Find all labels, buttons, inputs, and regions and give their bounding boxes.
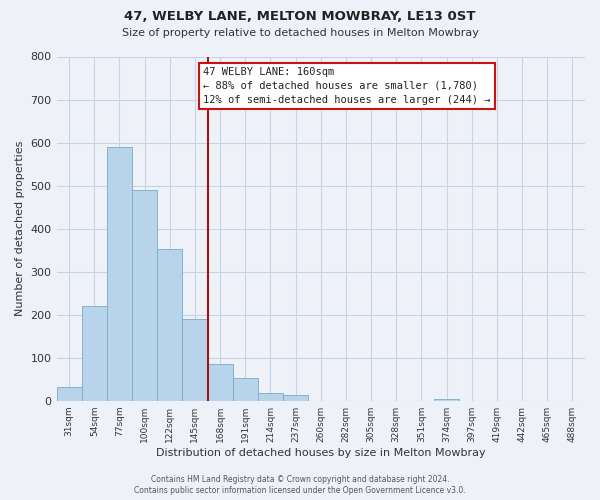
Bar bbox=[208, 364, 233, 401]
Bar bbox=[132, 190, 157, 400]
Bar bbox=[56, 386, 82, 400]
Text: Contains public sector information licensed under the Open Government Licence v3: Contains public sector information licen… bbox=[134, 486, 466, 495]
Bar bbox=[82, 306, 107, 400]
Bar bbox=[107, 147, 132, 401]
Bar bbox=[157, 250, 182, 400]
Text: 47 WELBY LANE: 160sqm
← 88% of detached houses are smaller (1,780)
12% of semi-d: 47 WELBY LANE: 160sqm ← 88% of detached … bbox=[203, 67, 491, 105]
Bar bbox=[182, 319, 208, 400]
Text: Size of property relative to detached houses in Melton Mowbray: Size of property relative to detached ho… bbox=[122, 28, 478, 38]
Bar bbox=[233, 378, 258, 400]
Y-axis label: Number of detached properties: Number of detached properties bbox=[15, 141, 25, 316]
Text: Contains HM Land Registry data © Crown copyright and database right 2024.: Contains HM Land Registry data © Crown c… bbox=[151, 475, 449, 484]
X-axis label: Distribution of detached houses by size in Melton Mowbray: Distribution of detached houses by size … bbox=[156, 448, 485, 458]
Bar bbox=[434, 398, 459, 400]
Bar bbox=[258, 393, 283, 400]
Text: 47, WELBY LANE, MELTON MOWBRAY, LE13 0ST: 47, WELBY LANE, MELTON MOWBRAY, LE13 0ST bbox=[124, 10, 476, 23]
Bar bbox=[283, 395, 308, 400]
